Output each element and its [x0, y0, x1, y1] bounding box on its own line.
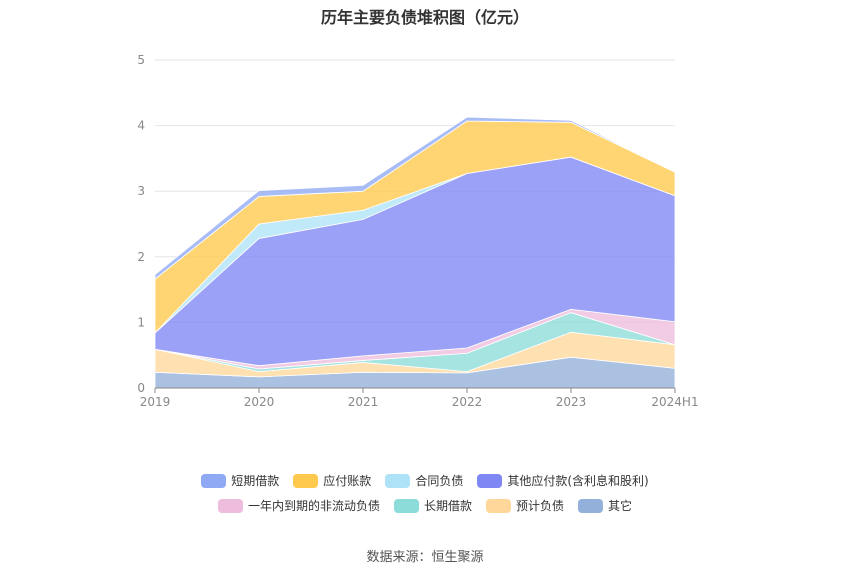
- stacked-area-chart: 0 1 2 3 4 5 2019 2020 2021 2022 2023 2024H1: [137, 53, 698, 409]
- legend-label: 长期借款: [423, 499, 472, 513]
- legend-label: 一年内到期的非流动负债: [247, 499, 380, 513]
- legend-item[interactable]: 短期借款: [201, 472, 279, 489]
- axes: 0 1 2 3 4 5 2019 2020 2021 2022 2023 2024H1: [137, 53, 698, 409]
- legend-swatch: [477, 473, 503, 488]
- legend-label: 预计负债: [516, 499, 565, 513]
- legend-label: 其他应付款(含利息和股利): [507, 474, 649, 488]
- area-series-7: [154, 116, 676, 280]
- y-tick-label: 1: [137, 315, 145, 329]
- x-tick-label: 2021: [348, 395, 379, 409]
- legend-label: 短期借款: [231, 474, 280, 488]
- legend-swatch: [217, 498, 243, 513]
- legend-item[interactable]: 其他应付款(含利息和股利): [477, 472, 649, 489]
- legend-label: 合同负债: [415, 474, 464, 488]
- y-tick-label: 0: [137, 381, 145, 395]
- legend-item[interactable]: 应付账款: [293, 472, 371, 489]
- legend-swatch: [393, 498, 419, 513]
- legend-item[interactable]: 预计负债: [486, 497, 564, 514]
- legend-swatch: [201, 473, 227, 488]
- legend-swatch: [486, 498, 511, 513]
- x-tick-label: 2024H1: [651, 395, 698, 409]
- legend-item[interactable]: 其它: [578, 497, 632, 514]
- legend-item[interactable]: 合同负债: [385, 472, 463, 489]
- legend: 短期借款 应付账款 合同负债 其他应付款(含利息和股利) 一年内到期的非流动负债 长期借…: [0, 472, 850, 522]
- chart-title: 历年主要负债堆积图（亿元）: [320, 8, 529, 27]
- x-tick-label: 2020: [244, 395, 275, 409]
- legend-item[interactable]: 长期借款: [393, 497, 472, 514]
- legend-label: 应付账款: [323, 474, 372, 488]
- legend-swatch: [293, 473, 319, 488]
- legend-row-1: 短期借款 应付账款 合同负债 其他应付款(含利息和股利): [0, 472, 850, 489]
- legend-swatch: [385, 473, 411, 488]
- data-source-note: 数据来源：恒生聚源: [366, 550, 484, 565]
- legend-swatch: [578, 498, 604, 513]
- legend-row-2: 一年内到期的非流动负债 长期借款 预计负债 其它: [0, 497, 850, 514]
- y-tick-label: 5: [137, 53, 145, 67]
- y-tick-label: 2: [137, 250, 145, 264]
- area-series: [154, 116, 676, 389]
- x-tick-label: 2019: [140, 395, 171, 409]
- y-tick-label: 3: [137, 184, 145, 198]
- y-tick-label: 4: [137, 119, 145, 133]
- legend-label: 其它: [608, 499, 633, 513]
- x-tick-label: 2022: [452, 395, 483, 409]
- legend-item[interactable]: 一年内到期的非流动负债: [217, 497, 380, 514]
- x-tick-label: 2023: [556, 395, 587, 409]
